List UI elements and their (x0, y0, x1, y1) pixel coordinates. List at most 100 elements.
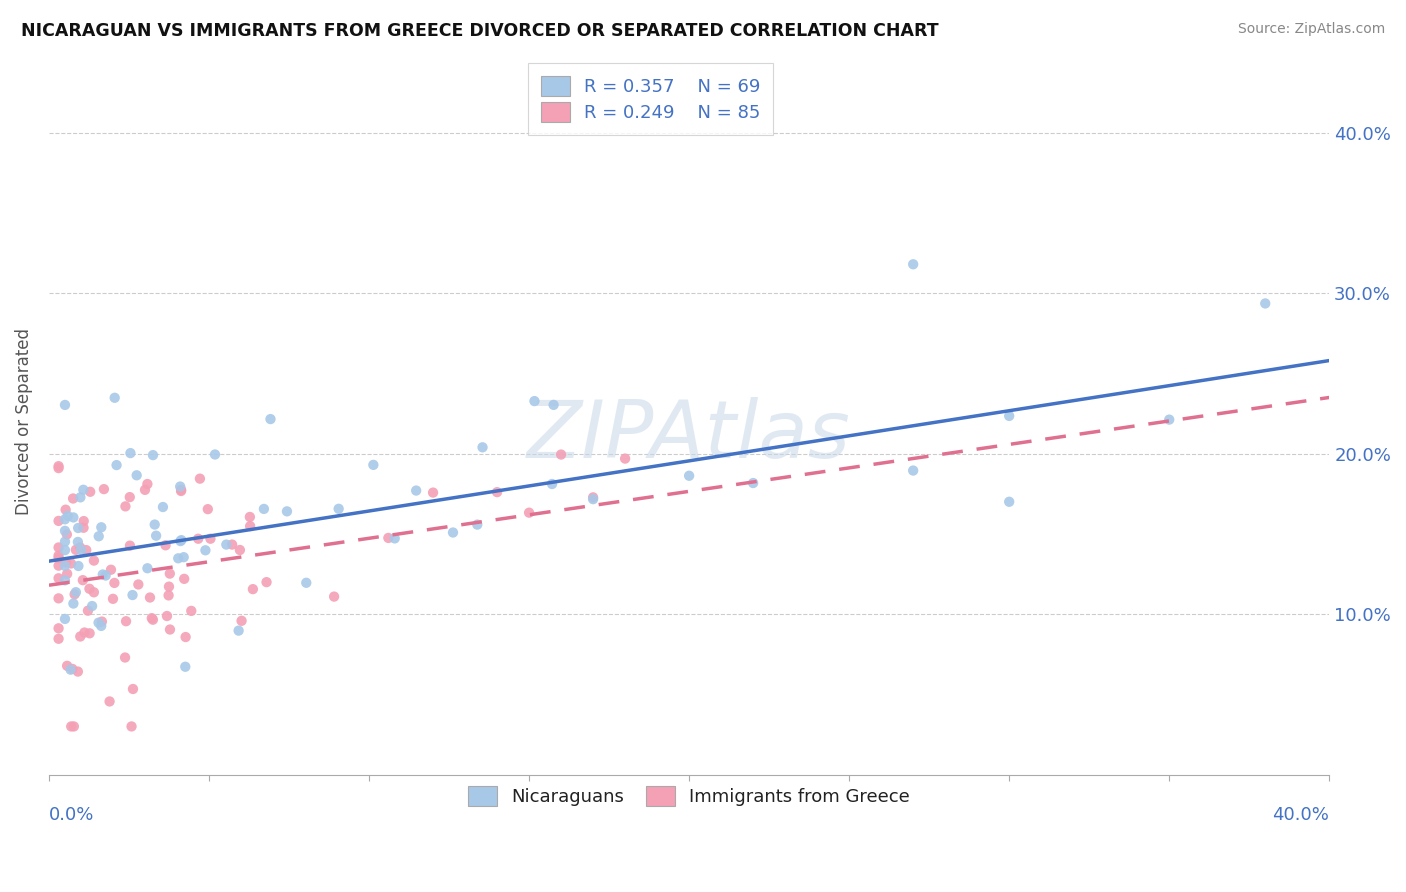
Text: 0.0%: 0.0% (49, 806, 94, 824)
Point (94, 568, 117, 582)
Point (143, 517, 166, 532)
Point (55, 502, 77, 516)
Point (115, 614, 138, 628)
Point (65, 542, 87, 557)
Point (167, 551, 190, 566)
Point (200, 532, 222, 546)
Point (221, 538, 243, 552)
Point (103, 576, 125, 591)
Point (65, 585, 87, 599)
Point (66, 535, 89, 549)
Point (69, 630, 91, 644)
Point (79, 582, 101, 596)
Point (384, 532, 406, 546)
Point (56, 527, 79, 541)
Point (98, 694, 121, 708)
Point (170, 533, 193, 548)
Point (229, 543, 252, 558)
Point (53, 398, 76, 412)
Point (77, 604, 100, 618)
Point (156, 609, 179, 624)
Point (486, 485, 509, 500)
Point (48, 591, 70, 606)
Point (295, 575, 318, 590)
Point (62, 597, 84, 611)
Point (118, 539, 141, 553)
Text: 40.0%: 40.0% (1272, 806, 1329, 824)
Point (69, 491, 91, 505)
Point (136, 477, 159, 491)
Point (56, 566, 79, 581)
Point (582, 492, 605, 507)
Point (239, 510, 262, 524)
Point (173, 550, 195, 565)
Point (73, 514, 96, 528)
Point (170, 483, 193, 497)
Point (120, 446, 142, 460)
Point (159, 623, 181, 637)
Point (998, 409, 1021, 423)
Point (79, 626, 101, 640)
Point (62, 491, 84, 506)
Point (100, 563, 122, 577)
Point (104, 391, 127, 405)
Point (48, 549, 70, 563)
Point (253, 502, 276, 516)
Point (79, 484, 101, 499)
Point (53, 612, 76, 626)
Point (194, 543, 217, 558)
Point (72, 521, 94, 535)
Point (142, 448, 165, 462)
Point (174, 659, 197, 673)
Point (142, 613, 165, 627)
Point (541, 477, 564, 491)
Point (48, 632, 70, 646)
Point (82, 599, 104, 613)
Point (60, 557, 83, 571)
Point (90, 619, 112, 633)
Point (53, 534, 76, 549)
Point (53, 524, 76, 538)
Point (405, 483, 427, 498)
Point (187, 532, 209, 546)
Point (465, 517, 488, 532)
Point (70, 542, 93, 557)
Point (157, 580, 180, 594)
Point (471, 440, 494, 454)
Point (83, 585, 105, 599)
Point (72, 573, 94, 587)
Point (87, 615, 110, 630)
Point (114, 650, 136, 665)
Point (363, 458, 385, 472)
Point (141, 611, 163, 625)
Point (134, 483, 156, 497)
Legend: Nicaraguans, Immigrants from Greece: Nicaraguans, Immigrants from Greece (456, 773, 922, 819)
Point (136, 561, 159, 575)
Point (69, 541, 91, 555)
Point (93, 482, 115, 496)
Point (159, 566, 181, 581)
Point (523, 394, 546, 409)
Point (63, 719, 86, 733)
Point (901, 464, 924, 478)
Point (63, 587, 86, 601)
Point (48, 514, 70, 528)
Point (91, 567, 114, 582)
Point (118, 490, 141, 504)
Point (582, 491, 605, 505)
Point (48, 621, 70, 635)
Point (48, 541, 70, 555)
Point (517, 506, 540, 520)
Point (323, 590, 346, 604)
Point (53, 512, 76, 526)
Point (90, 615, 112, 629)
Point (377, 531, 399, 545)
Point (543, 398, 565, 412)
Point (60, 719, 83, 733)
Point (67, 559, 90, 574)
Point (127, 577, 149, 591)
Point (678, 468, 700, 483)
Point (53, 558, 76, 573)
Point (228, 624, 250, 638)
Point (72, 483, 94, 497)
